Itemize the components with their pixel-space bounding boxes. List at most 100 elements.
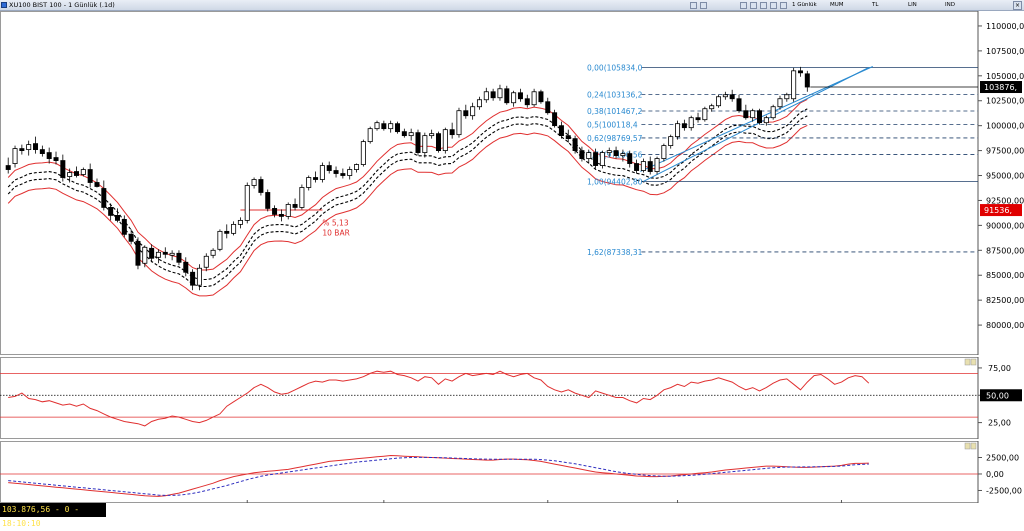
candle-body (80, 169, 86, 175)
candle-body (627, 153, 633, 164)
candle-body (231, 223, 237, 234)
candle-body (87, 169, 93, 183)
price-tick-label: 105000,00 (986, 72, 1024, 81)
candle-body (395, 123, 401, 133)
tool-button-5[interactable] (760, 2, 767, 9)
price-tick-label: 82500,00 (986, 296, 1024, 305)
candle-body (470, 106, 476, 117)
indicator-label[interactable]: IND (945, 2, 955, 8)
candle-body (74, 171, 80, 176)
candle-body (640, 161, 646, 171)
candle-body (750, 110, 756, 119)
candle-body (709, 105, 715, 110)
candle-body (272, 208, 278, 215)
candle-body (210, 249, 216, 256)
mid-band-lower-dashed (7, 115, 808, 288)
candle-body (456, 110, 462, 136)
candle-body (326, 165, 332, 171)
macd-tick-label: 2500,00 (986, 453, 1019, 462)
candle-body (46, 152, 52, 159)
candle-body (490, 91, 496, 99)
candle-body (531, 91, 537, 106)
candle-body (545, 101, 551, 114)
app-icon (1, 2, 7, 8)
scale-label[interactable]: LIN (908, 2, 917, 8)
price-tick-label: 107500,00 (986, 47, 1024, 56)
tool-button-7[interactable] (780, 2, 787, 9)
candle-body (196, 267, 202, 286)
candle-body (401, 131, 407, 137)
period-label[interactable]: 1 Günlük (792, 2, 817, 8)
candle-body (292, 204, 298, 208)
candle-body (668, 136, 674, 147)
tool-button-1[interactable] (690, 2, 697, 9)
candle-body (722, 94, 728, 98)
candle-body (763, 117, 769, 124)
candle-body (12, 148, 18, 164)
candle-body (265, 192, 271, 209)
candle-body (128, 233, 134, 242)
candle-body (675, 123, 681, 138)
price-tick-label: 100000,00 (986, 122, 1024, 131)
price-tick-label: 80000,00 (986, 321, 1024, 330)
last-price-status: 103.876,56 - 0 - 18:10:10 (0, 503, 106, 528)
trend-channel-line (640, 66, 873, 172)
tool-button-3[interactable] (740, 2, 747, 9)
candle-body (67, 172, 73, 177)
candle-body (757, 110, 763, 124)
fib-level-label: 0,5(100118,4 (587, 120, 638, 129)
panel-frame-2 (0, 441, 979, 503)
candle-body (579, 150, 585, 159)
fib-level-label: 1,62(87338,31 (587, 248, 643, 257)
candle-body (435, 133, 441, 151)
candle-body (176, 252, 182, 263)
tool-button-4[interactable] (750, 2, 757, 9)
tool-button-2[interactable] (700, 2, 707, 9)
candle-body (422, 135, 428, 153)
candle-body (558, 125, 564, 137)
upper-band-line (7, 98, 808, 271)
candle-body (504, 88, 510, 104)
candle-body (449, 129, 455, 136)
candle-body (784, 94, 790, 100)
candle-body (53, 157, 59, 161)
candle-body (634, 163, 640, 171)
candle-body (374, 122, 380, 130)
panel-button-a-1 (964, 442, 971, 450)
candle-body (681, 123, 687, 129)
style-label[interactable]: MUM (830, 2, 844, 8)
tool-button-6[interactable] (770, 2, 777, 9)
candle-body (606, 150, 612, 153)
candle-body (19, 148, 25, 151)
candle-body (190, 271, 196, 286)
rsi-tick-label: 25,00 (988, 419, 1011, 428)
fib-level-label: 1,00(94402,80 (587, 177, 643, 186)
annotation-label: % 5,13 (322, 218, 348, 227)
candle-body (203, 255, 209, 268)
candle-body (511, 92, 517, 104)
candle-body (333, 170, 339, 174)
fib-level-label: 0,38(101467,2 (587, 107, 643, 116)
candle-body (149, 247, 155, 259)
close-button[interactable]: × (1013, 1, 1022, 10)
macd-tick-label: 0,00 (986, 470, 1004, 479)
panel-frame-1 (0, 357, 979, 439)
candle-body (524, 98, 530, 106)
candle-body (654, 158, 660, 172)
candle-body (162, 251, 168, 255)
candle-body (237, 219, 243, 225)
candle-body (415, 132, 421, 153)
fib-level-label: 0,24(103136,2 (587, 90, 643, 99)
mid-band-upper-dashed (7, 108, 808, 281)
price-tick-label: 95000,00 (986, 172, 1024, 181)
candle-body (313, 177, 319, 180)
candle-body (258, 179, 264, 193)
currency-label[interactable]: TL (872, 2, 879, 8)
candle-body (26, 144, 32, 150)
candle-body (244, 185, 250, 221)
candle-body (552, 112, 558, 127)
rsi-series-line-0 (8, 370, 870, 427)
candle-body (695, 117, 701, 121)
candle-body (340, 173, 346, 176)
candle-body (688, 117, 694, 129)
